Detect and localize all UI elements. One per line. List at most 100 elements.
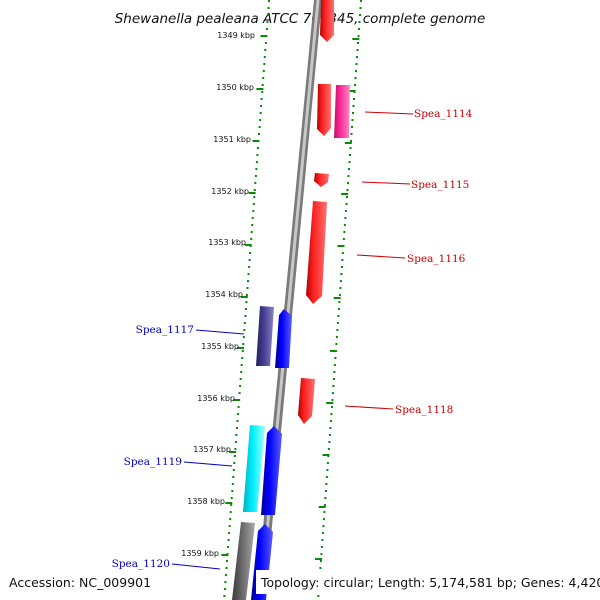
guide-dot [359,7,362,9]
guide-dot [337,308,340,310]
guide-dot [259,119,262,121]
guide-dot [234,441,237,443]
label-spea-1116[interactable]: Spea_1116 [407,253,466,265]
guide-dot [259,112,262,114]
gene-spea-1117[interactable] [256,306,274,366]
guide-dot [234,448,237,450]
guide-dot [231,483,234,485]
tick-1359: 1359 kbp [181,549,219,558]
guide-dot [235,434,238,436]
guide-dot [329,420,332,422]
guide-dot [229,518,232,520]
guide-dot [330,406,333,408]
gene-spea-1116[interactable] [306,201,327,304]
guide-dot [267,7,270,9]
guide-dot [247,273,250,275]
guide-dot [325,483,328,485]
guide-dot [254,175,257,177]
guide-dot [255,168,258,170]
tick-1355: 1355 kbp [201,342,239,351]
tick-1351: 1351 kbp [213,135,251,144]
guide-dot [320,553,323,555]
guide-dot [341,259,344,261]
gene-spea-1114-part-a[interactable] [317,84,331,136]
guide-dot [329,427,332,429]
guide-dot [331,399,334,401]
guide-dot [251,224,254,226]
guide-dot [319,560,322,562]
guide-dot [321,532,324,534]
gene-spea-1117-b[interactable] [275,309,292,368]
guide-dot [335,343,338,345]
guide-dot [266,14,269,16]
guide-dot [352,112,354,114]
guide-dot [350,140,352,142]
guide-tick [229,451,237,453]
guide-dot [351,126,353,128]
guide-dot [353,98,355,100]
guide-dot [354,77,357,79]
gene-spea-1113[interactable] [320,0,334,42]
gene-spea-1119[interactable] [243,425,265,512]
guide-dot [345,203,348,205]
guide-dot [246,287,249,289]
tick-1358: 1358 kbp [187,497,225,506]
label-spea-1114[interactable]: Spea_1114 [414,108,473,120]
gene-spea-1115[interactable] [314,173,329,187]
label-spea-1118[interactable]: Spea_1118 [395,404,453,416]
guide-dot [338,294,341,296]
gene-spea-1118[interactable] [298,378,315,424]
guide-tick [326,402,334,404]
guide-dot [241,357,244,359]
guide-dot [264,42,267,44]
guide-tick [329,350,337,352]
guide-dot [244,315,247,317]
guide-dot [240,364,243,366]
guide-dot [335,336,338,338]
label-spea-1115[interactable]: Spea_1115 [411,179,469,191]
map-title: Shewanella pealeana ATCC 700345, complet… [115,11,486,27]
guide-dot [352,105,355,107]
gene-spea-1120-gray[interactable] [232,522,255,600]
guide-dot [242,343,245,345]
guide-dot [245,294,248,296]
guide-dot [340,266,343,268]
guide-dot [319,567,322,569]
guide-tick [315,558,322,560]
gene-spea-1114[interactable] [334,85,350,138]
guide-dot [257,147,259,149]
guide-dot [350,133,353,135]
guide-dot [230,497,233,499]
guide-dot [336,329,339,331]
guide-dot [262,77,265,79]
guide-dot [356,49,359,51]
gene-callouts: Spea_1114 Spea_1115 Spea_1116 Spea_1117 … [112,108,473,570]
guide-tick [341,193,349,195]
guide-dot [357,35,360,37]
guide-dot [233,455,236,457]
guide-dot [355,63,358,65]
guide-dot [332,385,335,387]
guide-dot [337,315,340,317]
guide-dot [324,497,327,499]
guide-dot [323,511,326,513]
guide-dot [237,413,239,415]
label-spea-1120[interactable]: Spea_1120 [112,558,170,570]
guide-dot [344,217,347,219]
label-spea-1119[interactable]: Spea_1119 [124,456,182,468]
guide-dot [336,322,339,324]
guide-dot [333,364,336,366]
genes-forward-strand [232,306,292,600]
guide-dot [333,371,336,373]
guide-tick [252,140,260,142]
guide-dot [237,406,240,408]
guide-dot [250,231,253,233]
label-spea-1117[interactable]: Spea_1117 [136,324,194,336]
topology-text: Topology: circular; Length: 5,174,581 bp… [260,575,600,590]
guide-dot [227,539,230,541]
guide-dot [349,154,351,156]
guide-dot [264,49,267,51]
guide-dot [254,182,257,184]
gene-spea-1119-b[interactable] [261,426,282,515]
